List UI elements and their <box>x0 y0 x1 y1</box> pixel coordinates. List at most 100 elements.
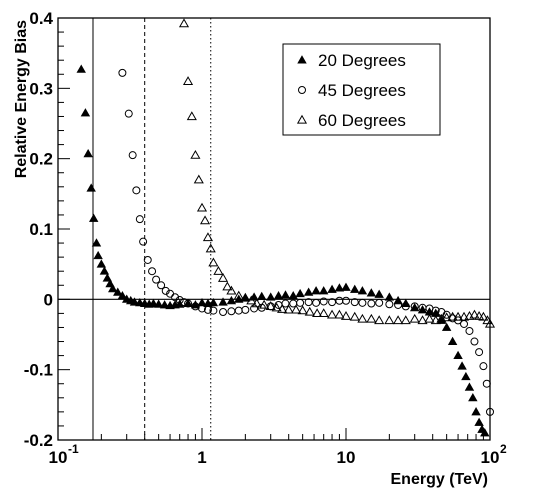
data-point <box>349 311 360 321</box>
data-point <box>304 306 315 316</box>
data-point <box>86 183 96 192</box>
legend-label: 45 Degrees <box>318 81 406 100</box>
data-point <box>93 250 103 260</box>
x-tick-labels: 10 -1 1 10 10 2 <box>49 442 507 467</box>
data-point <box>205 243 216 253</box>
x-axis-title: Energy (TeV) <box>391 471 489 488</box>
data-point <box>465 326 474 335</box>
data-point <box>259 299 270 309</box>
data-point <box>384 292 395 301</box>
x-tick-label: 10 <box>481 448 500 467</box>
data-point <box>350 284 360 293</box>
data-point <box>480 428 490 437</box>
data-point <box>76 64 86 73</box>
data-point <box>447 336 458 345</box>
data-point <box>334 283 345 292</box>
data-point <box>458 311 470 321</box>
data-point <box>393 315 404 325</box>
data-point <box>108 283 118 293</box>
data-point <box>251 298 262 308</box>
data-point <box>161 286 170 295</box>
data-point <box>401 302 410 311</box>
data-point <box>143 255 152 264</box>
data-point <box>318 286 329 295</box>
data-point <box>250 304 259 313</box>
data-point <box>326 309 338 319</box>
data-point <box>304 298 313 307</box>
data-point <box>99 266 110 275</box>
data-point <box>340 311 352 320</box>
data-point <box>184 299 193 308</box>
data-point <box>475 348 484 357</box>
data-point <box>469 309 480 319</box>
axis-ticks <box>57 17 491 441</box>
y-tick-labels: 0.4 0.3 0.2 0.1 0 -0.1 -0.2 <box>24 9 54 450</box>
data-point <box>431 306 440 315</box>
data-point <box>482 379 491 388</box>
data-point <box>271 302 282 312</box>
data-point <box>222 281 233 291</box>
data-point <box>273 291 284 300</box>
data-point <box>400 315 411 325</box>
data-point <box>366 313 377 323</box>
data-point <box>460 319 469 328</box>
data-point <box>350 298 359 307</box>
data-point <box>265 301 276 311</box>
data-point <box>366 288 377 297</box>
data-point <box>234 306 243 315</box>
data-point <box>113 287 123 296</box>
y-axis-title: Relative Energy Bias <box>13 20 30 178</box>
data-point <box>124 109 133 118</box>
data-point <box>328 298 337 307</box>
data-point <box>117 291 128 300</box>
y-tick-label: 0 <box>44 290 53 309</box>
data-point <box>297 305 308 315</box>
legend-marker <box>298 86 306 94</box>
data-point <box>281 299 290 308</box>
data-point <box>312 308 323 318</box>
data-point <box>246 295 257 305</box>
data-point <box>208 257 219 267</box>
data-point <box>296 298 305 307</box>
data-point <box>240 292 251 302</box>
data-point <box>461 371 471 381</box>
data-point <box>394 300 403 309</box>
legend: 20 Degrees 45 Degrees 60 Degrees <box>282 43 441 136</box>
y-tick-label: 0.4 <box>29 9 53 28</box>
data-point <box>197 298 207 307</box>
data-series <box>76 18 496 437</box>
data-point <box>148 298 159 308</box>
data-point <box>312 298 321 307</box>
x-tick-label: 10 <box>49 448 68 467</box>
legend-marker <box>297 55 307 64</box>
data-point <box>152 275 161 284</box>
x-tick-exponent: 2 <box>500 442 507 456</box>
data-point <box>367 299 376 308</box>
data-point <box>374 315 385 325</box>
data-point <box>186 111 197 121</box>
data-point <box>283 304 294 314</box>
data-point <box>182 76 194 85</box>
data-point <box>447 311 458 321</box>
data-point <box>128 151 137 160</box>
data-point <box>218 297 228 306</box>
data-point <box>196 202 208 212</box>
data-point <box>441 322 452 331</box>
data-point <box>280 290 291 299</box>
data-point <box>410 302 419 311</box>
data-point <box>129 297 140 306</box>
data-point <box>226 295 237 305</box>
data-point <box>241 305 250 314</box>
x-tick-exponent: -1 <box>68 442 79 456</box>
reference-vertical-lines <box>92 18 212 440</box>
data-point <box>288 291 298 300</box>
data-point <box>358 298 367 307</box>
data-point <box>208 298 219 307</box>
data-point <box>357 313 368 323</box>
data-point <box>464 382 475 391</box>
data-point <box>217 273 229 282</box>
legend-box <box>282 43 441 136</box>
data-point <box>202 232 214 242</box>
legend-label: 20 Degrees <box>318 51 406 70</box>
y-tick-label: -0.1 <box>24 361 53 380</box>
